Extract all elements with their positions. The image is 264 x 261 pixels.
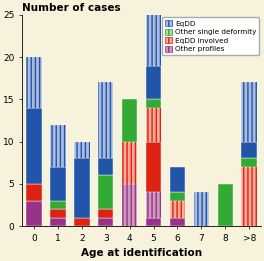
Bar [146,7,161,66]
Bar [242,82,257,142]
Bar [146,218,161,226]
Bar [242,82,257,142]
Bar [74,142,89,158]
Bar [122,142,137,184]
X-axis label: Age at identification: Age at identification [81,248,202,258]
Bar [74,158,89,218]
Bar [98,82,114,158]
Bar [50,125,65,167]
Bar [26,184,42,201]
Bar [146,108,161,142]
Bar [146,99,161,108]
Bar [98,175,114,209]
Bar [122,184,137,226]
Bar [170,201,185,218]
Bar [194,192,209,226]
Bar [122,99,137,142]
Bar [122,142,137,184]
Bar [50,125,65,167]
Bar [242,158,257,167]
Bar [26,108,42,184]
Bar [98,218,114,226]
Bar [146,7,161,66]
Bar [98,158,114,175]
Bar [146,66,161,99]
Bar [170,201,185,218]
Bar [146,108,161,142]
Bar [146,192,161,218]
Bar [194,192,209,226]
Bar [74,142,89,158]
Bar [218,184,233,226]
Bar [98,82,114,158]
Bar [26,201,42,226]
Bar [146,192,161,218]
Bar [26,57,42,108]
Bar [242,167,257,226]
Bar [50,201,65,209]
Bar [98,209,114,218]
Bar [242,167,257,226]
Bar [242,142,257,158]
Bar [50,209,65,218]
Bar [74,218,89,226]
Bar [170,167,185,192]
Legend: EqDD, Other single deformity, EqDD involved, Other profiles: EqDD, Other single deformity, EqDD invol… [162,17,259,55]
Bar [26,57,42,108]
Bar [170,218,185,226]
Bar [50,167,65,201]
Bar [170,192,185,201]
Bar [146,142,161,192]
Bar [122,184,137,226]
Text: Number of cases: Number of cases [22,3,121,13]
Bar [50,218,65,226]
